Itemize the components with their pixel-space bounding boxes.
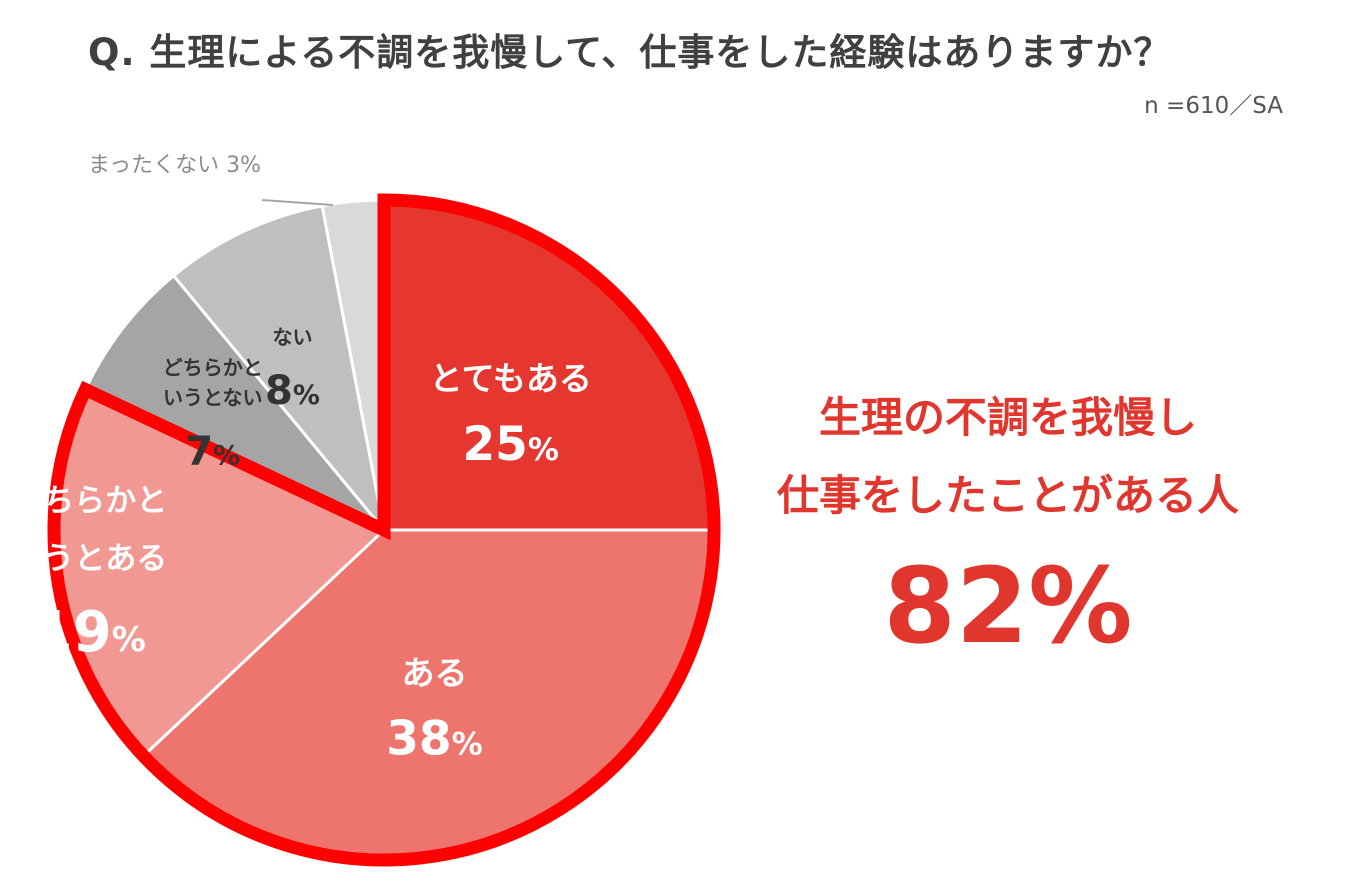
slice-label: どちらかと	[163, 356, 263, 380]
slice-value: 25%	[462, 417, 558, 472]
slice-label: ある	[401, 654, 467, 693]
slice-label: いうとない	[163, 386, 262, 410]
slice-value: 7%	[185, 429, 240, 475]
slice-label-outside: まったくない 3%	[88, 153, 261, 178]
slice-label: とてもある	[429, 359, 591, 398]
callout-line-1: 生理の不調を我慢し	[818, 393, 1197, 442]
callout-value: 82%	[883, 545, 1133, 667]
highlight-outline	[47, 193, 721, 867]
leader-line	[261, 199, 334, 206]
slice-label: ない	[273, 325, 313, 349]
callout-line-2: 仕事をしたことがある人	[776, 471, 1239, 520]
pie-slice	[171, 204, 386, 531]
slice-label: いうとある	[12, 541, 167, 577]
question-title: Q. 生理による不調を我慢して、仕事をした経験はありますか？	[88, 31, 1172, 74]
slice-label: どちらかと	[12, 483, 167, 519]
sample-size-note: n =610／SA	[1144, 93, 1283, 119]
